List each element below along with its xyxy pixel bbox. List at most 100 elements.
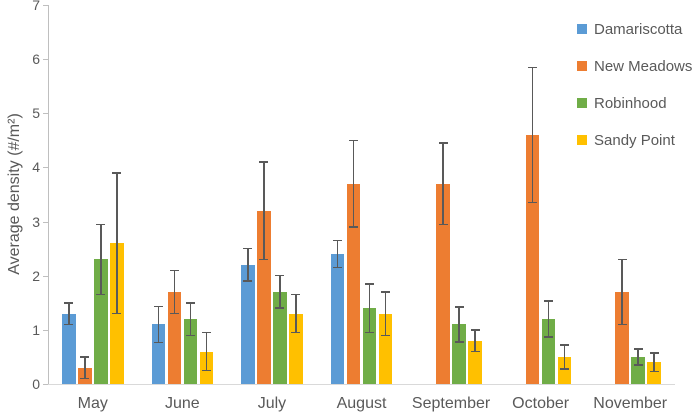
error-bar-sandy-point-may-top-cap <box>112 172 122 174</box>
error-bar-sandy-point-november <box>653 353 655 372</box>
bar-damariscotta-july <box>241 264 255 384</box>
error-bar-robinhood-august-bottom-cap <box>365 331 374 334</box>
bar-damariscotta-june <box>151 324 166 384</box>
bar-new-meadows-june <box>167 291 182 384</box>
error-bar-robinhood-june-top-cap <box>185 302 195 304</box>
error-bar-damariscotta-july-bottom-cap <box>243 280 253 282</box>
error-bar-robinhood-november-bottom-cap <box>633 364 643 366</box>
x-category-label-october: October <box>512 395 570 412</box>
y-tick <box>43 59 48 61</box>
error-bar-new-meadows-august-bottom-cap <box>349 226 358 228</box>
error-bar-new-meadows-september-bottom-cap <box>438 223 448 226</box>
error-bar-sandy-point-august <box>384 291 387 336</box>
y-tick <box>43 167 48 169</box>
error-bar-robinhood-june-bottom-cap <box>185 334 195 337</box>
bar-sandy-point-november <box>647 362 661 384</box>
y-tick-label: 2 <box>32 267 40 284</box>
error-bar-new-meadows-july-top-cap <box>259 161 269 163</box>
bar-robinhood-july <box>273 291 287 384</box>
y-tick-label: 6 <box>32 51 40 68</box>
error-bar-robinhood-october-top-cap <box>544 300 554 302</box>
x-axis-line <box>48 384 675 385</box>
error-bar-damariscotta-july-top-cap <box>243 247 253 250</box>
error-bar-new-meadows-june-bottom-cap <box>169 312 179 315</box>
error-bar-damariscotta-june <box>157 306 160 343</box>
bar-sandy-point-august <box>378 313 393 384</box>
bar-new-meadows-october <box>525 134 540 384</box>
legend-item-robinhood: Robinhood <box>577 92 692 114</box>
error-bar-robinhood-july-bottom-cap <box>275 307 285 309</box>
error-bar-sandy-point-october-bottom-cap <box>560 368 570 370</box>
error-bar-damariscotta-august-top-cap <box>333 239 342 242</box>
error-bar-sandy-point-november-bottom-cap <box>649 370 659 373</box>
error-bar-sandy-point-september-bottom-cap <box>470 350 480 353</box>
bar-sandy-point-july <box>289 313 303 384</box>
y-tick <box>43 329 48 331</box>
bar-damariscotta-may <box>62 313 76 384</box>
legend: Damariscotta New Meadows Robinhood Sandy Po… <box>577 18 692 166</box>
bar-robinhood-november <box>631 356 645 384</box>
bar-new-meadows-july <box>257 210 271 384</box>
legend-label-sandy-point: Sandy Point <box>594 131 675 149</box>
legend-item-damariscotta: Damariscotta <box>577 18 692 40</box>
legend-label-damariscotta: Damariscotta <box>594 20 683 38</box>
error-bar-sandy-point-july-bottom-cap <box>291 331 301 334</box>
y-tick-label: 1 <box>32 321 40 338</box>
x-category-label-september: September <box>411 395 491 412</box>
y-tick-label: 3 <box>32 213 40 230</box>
legend-swatch-sandy-point <box>577 135 587 145</box>
legend-swatch-damariscotta <box>577 24 587 34</box>
error-bar-robinhood-october-bottom-cap <box>544 336 554 338</box>
error-bar-new-meadows-august <box>352 140 355 227</box>
error-bar-robinhood-september <box>458 307 460 342</box>
y-tick <box>43 221 48 223</box>
error-bar-sandy-point-september <box>474 329 476 352</box>
x-category-label-june: June <box>164 395 200 412</box>
error-bar-new-meadows-may <box>84 356 86 379</box>
x-category-label-july: July <box>257 395 287 412</box>
error-bar-new-meadows-november <box>621 259 623 325</box>
error-bar-new-meadows-october-bottom-cap <box>528 201 538 204</box>
error-bar-damariscotta-august-bottom-cap <box>333 266 342 269</box>
y-tick-label: 7 <box>32 0 40 13</box>
error-bar-new-meadows-june-top-cap <box>169 269 179 272</box>
error-bar-robinhood-november-top-cap <box>633 348 643 350</box>
bar-robinhood-august <box>362 308 377 384</box>
y-tick-label: 5 <box>32 105 40 122</box>
y-tick-label: 4 <box>32 159 40 176</box>
error-bar-sandy-point-august-top-cap <box>381 291 390 293</box>
error-bar-sandy-point-july <box>295 294 297 333</box>
error-bar-sandy-point-august-bottom-cap <box>381 334 390 337</box>
error-bar-sandy-point-june-bottom-cap <box>201 369 211 372</box>
bar-robinhood-may <box>94 259 108 384</box>
y-tick <box>43 113 48 115</box>
legend-label-new-meadows: New Meadows <box>594 57 693 75</box>
error-bar-robinhood-november <box>637 348 639 366</box>
error-bar-damariscotta-may <box>68 302 70 325</box>
legend-swatch-new-meadows <box>577 61 587 71</box>
legend-item-new-meadows: New Meadows <box>577 55 692 77</box>
error-bar-new-meadows-november-bottom-cap <box>617 323 627 326</box>
error-bar-robinhood-august <box>368 283 371 333</box>
legend-label-robinhood: Robinhood <box>594 94 667 112</box>
error-bar-new-meadows-september <box>442 143 444 225</box>
error-bar-new-meadows-september-top-cap <box>438 142 448 144</box>
error-bar-new-meadows-november-top-cap <box>617 258 627 261</box>
error-bar-robinhood-may-top-cap <box>96 223 106 226</box>
error-bar-new-meadows-october-top-cap <box>528 66 538 68</box>
error-bar-damariscotta-may-bottom-cap <box>64 323 74 326</box>
x-category-label-november: November <box>593 395 668 412</box>
bar-new-meadows-august <box>346 183 361 384</box>
error-bar-robinhood-september-bottom-cap <box>454 341 464 343</box>
legend-swatch-robinhood <box>577 98 587 108</box>
legend-item-sandy-point: Sandy Point <box>577 129 692 151</box>
error-bar-new-meadows-october <box>531 67 534 203</box>
y-tick <box>43 275 48 277</box>
error-bar-damariscotta-may-top-cap <box>64 302 74 304</box>
error-bar-sandy-point-october <box>563 345 566 369</box>
error-bar-new-meadows-july <box>263 162 265 260</box>
error-bar-sandy-point-may <box>116 172 118 314</box>
error-bar-robinhood-august-top-cap <box>365 283 374 285</box>
error-bar-sandy-point-november-top-cap <box>649 352 659 354</box>
